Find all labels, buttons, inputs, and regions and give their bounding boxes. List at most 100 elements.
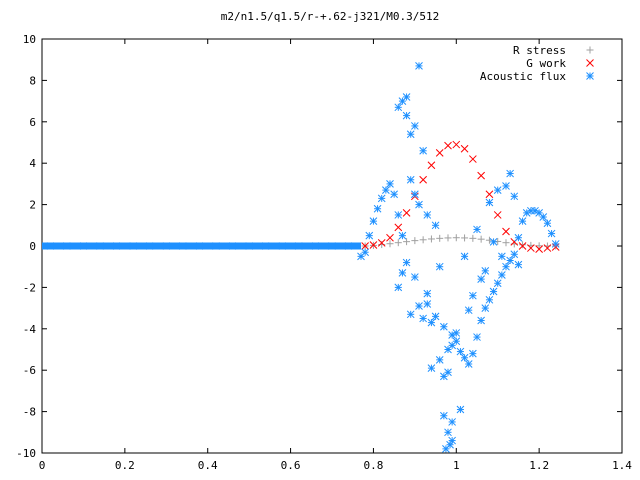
data-point bbox=[427, 161, 436, 170]
x-tick-label: 1 bbox=[453, 459, 460, 472]
data-point bbox=[460, 144, 469, 153]
data-point bbox=[406, 310, 415, 319]
data-point bbox=[361, 242, 369, 250]
data-point bbox=[402, 93, 411, 101]
data-point bbox=[519, 241, 527, 249]
y-tick-label: 2 bbox=[29, 199, 36, 212]
x-tick-label: 0 bbox=[39, 459, 46, 472]
data-point bbox=[464, 306, 473, 315]
data-point bbox=[461, 234, 469, 242]
data-point bbox=[365, 231, 374, 240]
data-point bbox=[535, 242, 543, 250]
data-point bbox=[444, 345, 452, 354]
y-tick-label: -4 bbox=[23, 323, 37, 336]
data-point bbox=[415, 302, 423, 310]
data-point bbox=[514, 233, 523, 242]
y-tick-label: -8 bbox=[23, 406, 36, 419]
series-2 bbox=[46, 62, 560, 453]
data-point bbox=[493, 279, 502, 288]
data-point bbox=[423, 289, 432, 298]
data-point bbox=[398, 231, 407, 240]
data-point bbox=[444, 141, 452, 150]
data-point bbox=[498, 252, 506, 261]
data-point bbox=[386, 233, 394, 242]
data-point bbox=[469, 349, 477, 358]
data-point bbox=[469, 291, 477, 300]
data-point bbox=[431, 312, 440, 321]
data-point bbox=[377, 239, 386, 247]
data-point bbox=[469, 155, 477, 163]
y-tick-label: 6 bbox=[29, 116, 36, 129]
data-point bbox=[415, 62, 423, 70]
data-point bbox=[373, 204, 382, 213]
data-point bbox=[510, 250, 519, 259]
data-point bbox=[382, 186, 390, 194]
data-point bbox=[456, 347, 465, 356]
data-point bbox=[378, 241, 386, 249]
data-point bbox=[427, 364, 436, 372]
data-point bbox=[456, 405, 465, 414]
axes: 0 0.2 0.4 0.6 0.8 1 1.2 1.4 10 8 6 4 2 0 -2 -4 -6 -8 -10 bbox=[16, 33, 632, 472]
y-tick-label: 0 bbox=[29, 240, 36, 253]
data-point bbox=[485, 198, 494, 207]
data-point bbox=[477, 275, 485, 283]
data-point bbox=[460, 353, 469, 362]
data-point bbox=[518, 242, 527, 250]
data-point bbox=[436, 234, 444, 242]
data-point bbox=[510, 192, 519, 201]
x-tick-label: 0.2 bbox=[115, 459, 135, 472]
data-point bbox=[411, 190, 419, 199]
data-point bbox=[402, 258, 411, 267]
data-point bbox=[440, 322, 448, 331]
data-point bbox=[419, 146, 427, 155]
data-point bbox=[398, 269, 407, 277]
data-point bbox=[411, 237, 419, 245]
data-point bbox=[377, 194, 386, 203]
data-point bbox=[481, 266, 490, 275]
data-point bbox=[415, 200, 423, 209]
series-1 bbox=[361, 140, 560, 253]
plot-marks bbox=[42, 62, 560, 453]
data-point bbox=[477, 316, 485, 325]
data-point bbox=[506, 256, 514, 265]
data-point bbox=[473, 225, 481, 234]
data-point bbox=[369, 217, 378, 226]
data-point bbox=[498, 271, 506, 279]
data-point bbox=[477, 235, 485, 243]
data-point bbox=[394, 283, 403, 292]
legend-label: Acoustic flux bbox=[480, 70, 566, 83]
data-point bbox=[386, 180, 394, 188]
data-point bbox=[411, 122, 419, 130]
data-point bbox=[485, 190, 494, 199]
data-point bbox=[444, 428, 452, 437]
data-point bbox=[539, 213, 548, 221]
data-point bbox=[477, 171, 485, 180]
data-point bbox=[440, 411, 448, 420]
data-point bbox=[452, 234, 460, 242]
data-point bbox=[448, 341, 456, 350]
legend-label: G work bbox=[526, 57, 566, 70]
data-point bbox=[527, 244, 535, 252]
data-point bbox=[402, 111, 411, 120]
data-point bbox=[435, 148, 444, 157]
data-point bbox=[473, 333, 481, 341]
data-point bbox=[489, 287, 498, 296]
x-tick-label: 1.4 bbox=[612, 459, 632, 472]
data-point bbox=[427, 235, 435, 243]
data-point bbox=[361, 248, 369, 257]
data-point bbox=[485, 295, 494, 304]
data-point bbox=[547, 229, 556, 238]
data-point bbox=[394, 103, 403, 112]
legend-marker bbox=[586, 46, 594, 54]
data-point bbox=[551, 240, 560, 248]
data-point bbox=[402, 209, 411, 217]
data-point bbox=[489, 238, 498, 246]
data-point bbox=[394, 223, 403, 232]
data-point bbox=[411, 273, 419, 281]
y-tick-label: 8 bbox=[29, 74, 36, 87]
data-point bbox=[444, 234, 452, 242]
data-point bbox=[435, 262, 444, 271]
data-point bbox=[444, 368, 452, 377]
y-tick-label: -6 bbox=[23, 364, 36, 377]
